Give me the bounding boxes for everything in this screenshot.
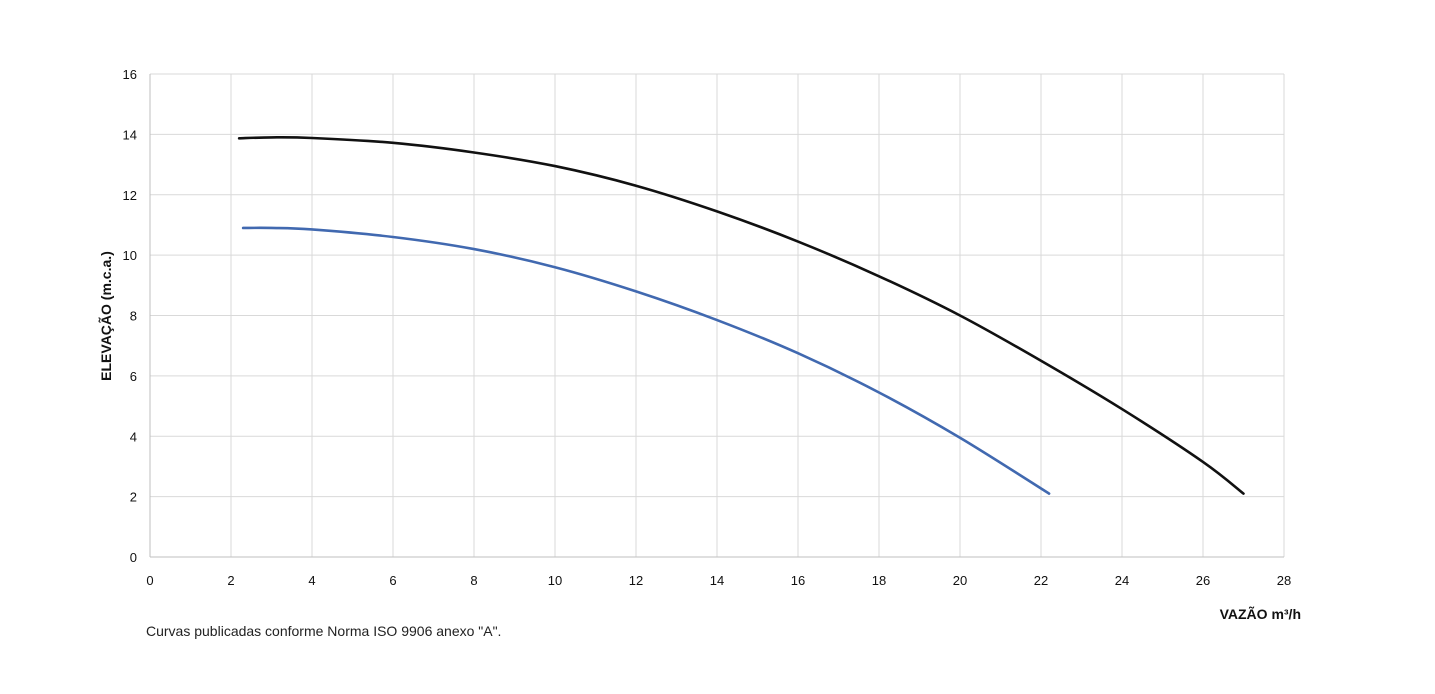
x-tick-label: 24 — [1115, 573, 1129, 588]
y-tick-label: 14 — [123, 127, 137, 142]
grid — [149, 73, 1285, 558]
y-tick-label: 12 — [123, 188, 137, 203]
y-axis-title: ELEVAÇÃO (m.c.a.) — [97, 251, 114, 381]
y-tick-label: 4 — [130, 429, 137, 444]
x-tick-label: 2 — [227, 573, 234, 588]
x-tick-label: 22 — [1034, 573, 1048, 588]
series-group — [237, 136, 1245, 495]
x-tick-label: 20 — [953, 573, 967, 588]
series-line-2 — [241, 226, 1051, 495]
x-axis-title: VAZÃO m³/h — [1220, 605, 1301, 622]
x-tick-label: 16 — [791, 573, 805, 588]
x-tick-label: 6 — [389, 573, 396, 588]
x-tick-label: 4 — [308, 573, 315, 588]
y-tick-label: 10 — [123, 248, 137, 263]
x-tick-label: 0 — [146, 573, 153, 588]
x-tick-label: 18 — [872, 573, 886, 588]
y-tick-label: 0 — [130, 550, 137, 565]
y-tick-label: 16 — [123, 67, 137, 82]
x-tick-label: 14 — [710, 573, 724, 588]
x-tick-label: 26 — [1196, 573, 1210, 588]
y-tick-label: 6 — [130, 369, 137, 384]
x-tick-label: 12 — [629, 573, 643, 588]
series-line-1 — [237, 136, 1245, 495]
y-tick-label: 8 — [130, 309, 137, 324]
x-tick-label: 8 — [470, 573, 477, 588]
y-tick-label: 2 — [130, 490, 137, 505]
x-tick-label: 10 — [548, 573, 562, 588]
x-tick-label: 28 — [1277, 573, 1291, 588]
footnote: Curvas publicadas conforme Norma ISO 990… — [146, 623, 502, 639]
